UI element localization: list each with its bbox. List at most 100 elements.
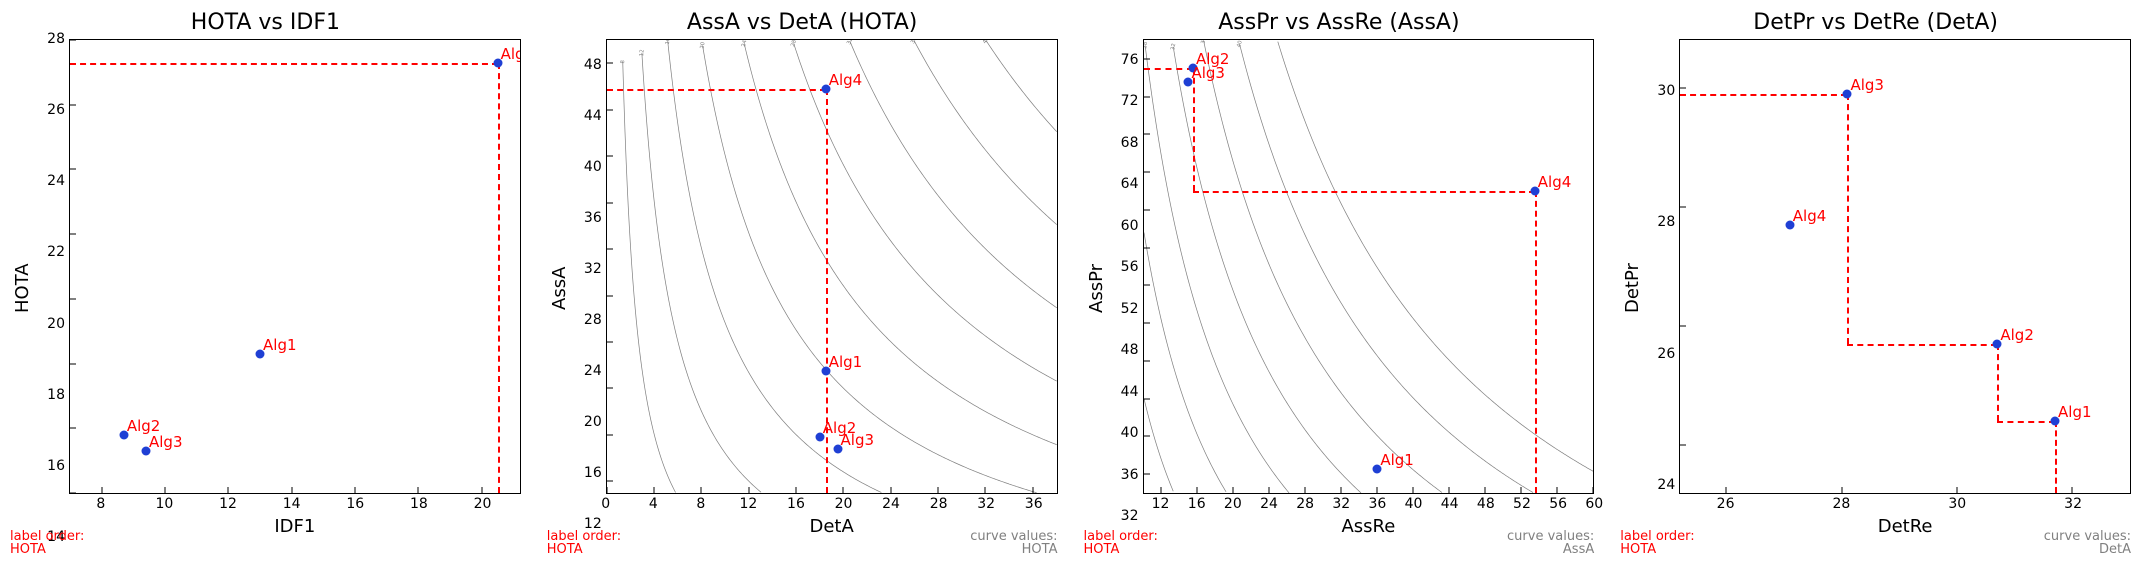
x-tick-mark [355, 487, 356, 493]
x-tick-label: 24 [1260, 496, 1278, 512]
x-tick-label: 14 [283, 496, 301, 512]
panel-p2: AssA vs DetA (HOTA)AssA12162024283236404… [547, 10, 1058, 557]
x-tick-mark [2072, 487, 2073, 493]
guide-line [1193, 191, 1535, 193]
y-tick-mark [1144, 436, 1150, 437]
x-tick-label: 30 [1948, 496, 1966, 512]
x-tick-mark [701, 487, 702, 493]
contour-label: 28 [790, 40, 798, 48]
contour-label: 24 [741, 40, 749, 48]
data-point-label: Alg3 [1850, 76, 1884, 94]
plot-outer: AssPr32364044485256606468727628323640Alg… [1084, 39, 1595, 537]
y-tick-label: 36 [1121, 467, 1139, 483]
y-tick-label: 30 [1657, 83, 1675, 99]
x-tick-mark [938, 487, 939, 493]
y-tick-mark [1144, 96, 1150, 97]
y-tick-label: 60 [1121, 218, 1139, 234]
guide-line [1193, 68, 1195, 191]
contour-line [702, 45, 1036, 492]
y-tick-mark [70, 234, 76, 235]
y-tick-label: 26 [47, 102, 65, 118]
x-tick-mark [1841, 487, 1842, 493]
y-tick-mark [607, 388, 613, 389]
y-ticks: 12162024283236404448 [572, 39, 606, 537]
note-label-order: label order: HOTA [10, 530, 84, 557]
plot-column: 81216202428323640Alg1Alg2Alg3Alg40481216… [606, 39, 1058, 537]
x-tick-label: 16 [346, 496, 364, 512]
x-tick-mark [1161, 487, 1162, 493]
data-point-label: Alg1 [829, 353, 863, 371]
x-tick-label: 32 [977, 496, 995, 512]
x-tick-mark [101, 487, 102, 493]
y-tick-mark [607, 156, 613, 157]
y-tick-label: 36 [584, 210, 602, 226]
x-tick-label: 32 [2064, 496, 2082, 512]
x-tick-label: 20 [474, 496, 492, 512]
y-tick-mark [607, 63, 613, 64]
data-point-label: Alg4 [1538, 173, 1572, 191]
y-tick-label: 28 [1657, 214, 1675, 230]
guide-line [1847, 94, 1849, 344]
data-point-label: Alg3 [149, 433, 183, 451]
contour-label: 12 [639, 49, 645, 56]
guide-line [1847, 344, 1997, 346]
x-tick-mark [291, 487, 292, 493]
y-axis-label: AssA [547, 39, 572, 537]
y-tick-mark [70, 169, 76, 170]
x-tick-label: 36 [1368, 496, 1386, 512]
guide-line [1144, 68, 1193, 70]
panel-notes: label order: HOTAcurve values: HOTA [547, 537, 1058, 557]
x-tick-label: 28 [1296, 496, 1314, 512]
x-tick-label: 16 [787, 496, 805, 512]
x-tick-mark [1032, 487, 1033, 493]
x-tick-mark [1233, 487, 1234, 493]
y-tick-label: 20 [584, 414, 602, 430]
plot-outer: AssA121620242832364044488121620242832364… [547, 39, 1058, 537]
y-tick-mark [607, 341, 613, 342]
x-tick-mark [1957, 487, 1958, 493]
data-point-label: Alg3 [841, 431, 875, 449]
y-tick-label: 22 [47, 244, 65, 260]
guide-line [1997, 344, 1999, 421]
y-tick-label: 24 [1657, 477, 1675, 493]
x-tick-label: 8 [696, 496, 705, 512]
y-tick-label: 40 [1121, 425, 1139, 441]
data-point-label: Alg1 [263, 336, 297, 354]
plot-column: Alg1Alg2Alg3Alg48101214161820IDF1 [69, 39, 521, 537]
x-tick-label: 60 [1585, 496, 1603, 512]
data-point-label: Alg2 [2000, 326, 2034, 344]
guide-line [498, 63, 500, 493]
y-tick-mark [1680, 326, 1686, 327]
contour-line [914, 40, 1057, 224]
y-tick-label: 52 [1121, 301, 1139, 317]
contour-line [622, 62, 675, 493]
contour-line [986, 40, 1057, 131]
data-point-label: Alg4 [1793, 207, 1827, 225]
x-tick-mark [654, 487, 655, 493]
x-tick-label: 32 [1332, 496, 1350, 512]
panel-title: AssPr vs AssRe (AssA) [1084, 10, 1595, 35]
contour-line [1277, 42, 1593, 472]
x-tick-mark [796, 487, 797, 493]
y-tick-label: 48 [584, 57, 602, 73]
x-ticks: 8101214161820 [69, 494, 521, 516]
y-tick-label: 32 [584, 261, 602, 277]
y-tick-mark [607, 295, 613, 296]
x-tick-mark [1341, 487, 1342, 493]
x-tick-mark [748, 487, 749, 493]
y-tick-mark [1680, 87, 1686, 88]
plot-area: 28323640Alg1Alg2Alg3Alg4 [1143, 39, 1595, 494]
plot-area: Alg1Alg2Alg3Alg4 [69, 39, 521, 494]
x-tick-mark [1269, 487, 1270, 493]
y-tick-label: 20 [47, 316, 65, 332]
contour-label: 32 [846, 40, 854, 46]
x-tick-mark [418, 487, 419, 493]
panel-title: HOTA vs IDF1 [10, 10, 521, 35]
x-tick-mark [985, 487, 986, 493]
x-tick-mark [1726, 487, 1727, 493]
x-tick-mark [1485, 487, 1486, 493]
x-tick-mark [1449, 487, 1450, 493]
plot-area: Alg1Alg2Alg3Alg4 [1679, 39, 2131, 494]
data-point-label: Alg4 [501, 45, 521, 63]
note-label-order: label order: HOTA [1084, 530, 1158, 557]
